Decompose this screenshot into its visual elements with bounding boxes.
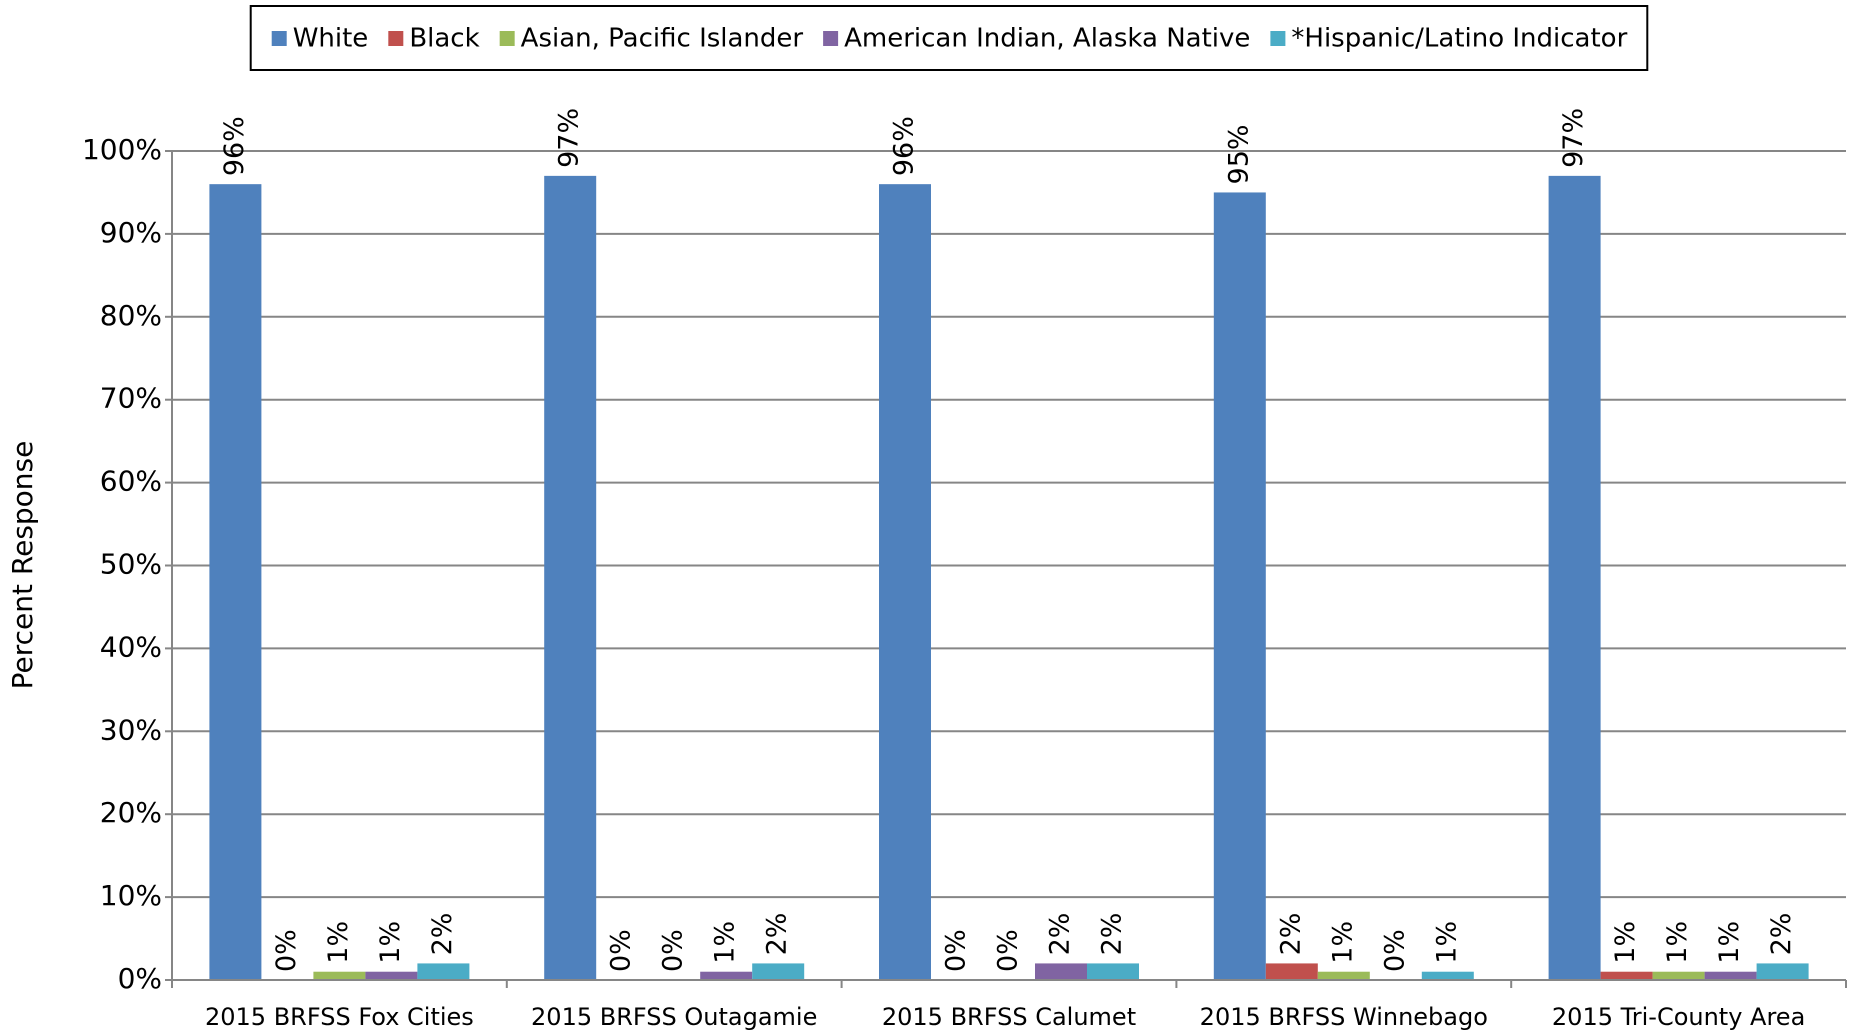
- x-tick-label: 2015 BRFSS Fox Cities: [205, 1003, 474, 1031]
- y-tick-label: 40%: [100, 630, 162, 663]
- bar: [1087, 963, 1139, 980]
- bar: [1421, 971, 1474, 980]
- legend-label: Asian, Pacific Islander: [521, 24, 804, 54]
- bar: [209, 184, 262, 980]
- data-label: 1%: [1431, 921, 1462, 964]
- bar: [544, 175, 597, 980]
- data-label: 97%: [1558, 108, 1589, 168]
- legend-label: American Indian, Alaska Native: [844, 24, 1250, 54]
- bar: [365, 971, 418, 980]
- bar: [417, 963, 470, 980]
- data-label: 0%: [993, 929, 1024, 972]
- bar: [1213, 192, 1266, 980]
- bar: [1652, 971, 1705, 980]
- data-label: 0%: [658, 929, 689, 972]
- legend-box: [249, 5, 1649, 71]
- data-label: 2%: [762, 913, 793, 956]
- data-label: 1%: [710, 921, 741, 964]
- x-tick-label: 2015 BRFSS Winnebago: [1200, 1003, 1488, 1031]
- bar: [1704, 971, 1757, 980]
- data-label: 1%: [1714, 921, 1745, 964]
- bar: [1548, 175, 1601, 980]
- legend-label: *Hispanic/Latino Indicator: [1291, 24, 1627, 54]
- legend-swatch: [823, 31, 839, 46]
- y-tick-label: 100%: [82, 133, 162, 166]
- data-label: 2%: [1766, 913, 1797, 956]
- data-label: 0%: [941, 929, 972, 972]
- x-tick-label: 2015 Tri-County Area: [1552, 1003, 1805, 1031]
- y-tick-label: 10%: [100, 879, 162, 912]
- data-label: 97%: [554, 108, 585, 168]
- legend-label: Black: [409, 24, 479, 54]
- data-label: 1%: [375, 921, 406, 964]
- bar: [1600, 971, 1653, 980]
- x-tick-label: 2015 BRFSS Calumet: [882, 1003, 1136, 1031]
- bar: [879, 184, 931, 980]
- bar: [752, 963, 805, 980]
- bar: [700, 971, 753, 980]
- y-tick-label: 0%: [118, 962, 162, 995]
- bar: [313, 971, 366, 980]
- y-axis-label: Percent Response: [6, 441, 39, 690]
- data-label: 2%: [1045, 913, 1076, 956]
- data-label: 1%: [323, 921, 354, 964]
- data-label: 0%: [271, 929, 302, 972]
- data-label: 1%: [1610, 921, 1641, 964]
- x-tick-label: 2015 BRFSS Outagamie: [531, 1003, 817, 1031]
- data-label: 0%: [606, 929, 637, 972]
- data-label: 2%: [427, 913, 458, 956]
- y-tick-label: 20%: [100, 796, 162, 829]
- bar: [1035, 963, 1087, 980]
- data-label: 1%: [1327, 921, 1358, 964]
- data-label: 1%: [1662, 921, 1693, 964]
- y-tick-label: 60%: [100, 465, 162, 498]
- legend-swatch: [499, 31, 515, 46]
- legend-swatch: [388, 31, 404, 46]
- y-tick-label: 50%: [100, 548, 162, 581]
- legend-swatch: [271, 31, 287, 46]
- y-tick-label: 70%: [100, 382, 162, 415]
- data-label: 0%: [1379, 929, 1410, 972]
- data-label: 2%: [1097, 913, 1128, 956]
- bar: [1317, 971, 1370, 980]
- data-label: 96%: [889, 116, 920, 176]
- bar: [1756, 963, 1809, 980]
- data-label: 96%: [219, 116, 250, 176]
- legend-swatch: [1270, 31, 1286, 46]
- data-label: 2%: [1275, 913, 1306, 956]
- y-tick-label: 80%: [100, 299, 162, 332]
- y-tick-label: 90%: [100, 216, 162, 249]
- data-label: 95%: [1223, 124, 1254, 184]
- y-tick-label: 30%: [100, 713, 162, 746]
- bar: [1265, 963, 1318, 980]
- legend-label: White: [293, 24, 369, 54]
